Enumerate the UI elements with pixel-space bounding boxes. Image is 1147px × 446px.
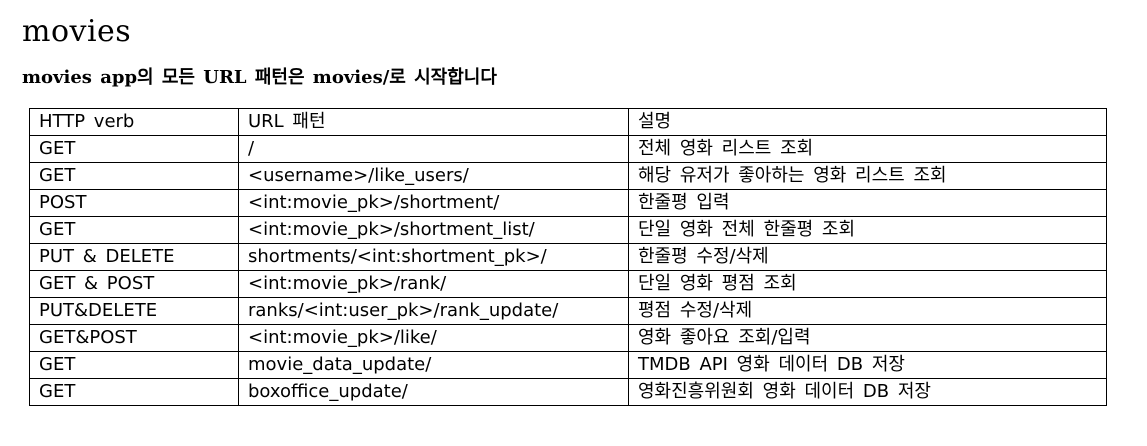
url-pattern-cell: shortments/<int:shortment_pk>/ xyxy=(238,243,629,271)
url-pattern-table: HTTP verb URL 패턴 설명 GET / 전체 영화 리스트 조회 GET <… xyxy=(29,108,1107,406)
url-pattern-cell: / xyxy=(238,135,629,163)
http-verb-cell: GET xyxy=(29,378,239,406)
description-cell: 단일 영화 평점 조회 xyxy=(628,270,1107,298)
description-cell: 영화진흥위원회 영화 데이터 DB 저장 xyxy=(628,378,1107,406)
table-row: GET movie_data_update/TMDB API 영화 데이터 DB … xyxy=(29,351,1107,379)
http-verb-cell: GET xyxy=(29,135,239,163)
table-row: PUT&DELETE ranks/<int:user_pk>/rank_updat… xyxy=(29,297,1107,325)
description-cell: 단일 영화 전체 한줄평 조회 xyxy=(628,216,1107,244)
description-cell: 해당 유저가 좋아하는 영화 리스트 조회 xyxy=(628,162,1107,190)
url-pattern-cell: <username>/like_users/ xyxy=(238,162,629,190)
table-row: GET&POST <int:movie_pk>/like/영화 좋아요 조회/입력 xyxy=(29,324,1107,352)
description-cell: 전체 영화 리스트 조회 xyxy=(628,135,1107,163)
url-pattern-cell: <int:movie_pk>/shortment_list/ xyxy=(238,216,629,244)
http-verb-cell: PUT & DELETE xyxy=(29,243,239,271)
header-description: 설명 xyxy=(628,108,1107,136)
table-row: PUT & DELETE shortments/<int:shortment_pk… xyxy=(29,243,1107,271)
http-verb-cell: GET xyxy=(29,216,239,244)
url-pattern-cell: boxoffice_update/ xyxy=(238,378,629,406)
http-verb-cell: GET xyxy=(29,351,239,379)
table-row: GET <int:movie_pk>/shortment_list/단일 영화 전… xyxy=(29,216,1107,244)
url-pattern-cell: <int:movie_pk>/shortment/ xyxy=(238,189,629,217)
http-verb-cell: POST xyxy=(29,189,239,217)
table-row: GET boxoffice_update/영화진흥위원회 영화 데이터 DB 저장 xyxy=(29,378,1107,406)
table-row: GET & POST <int:movie_pk>/rank/단일 영화 평점 조… xyxy=(29,270,1107,298)
header-http-verb: HTTP verb xyxy=(29,108,239,136)
http-verb-cell: GET xyxy=(29,162,239,190)
description-cell: TMDB API 영화 데이터 DB 저장 xyxy=(628,351,1107,379)
table-body: HTTP verb URL 패턴 설명 GET / 전체 영화 리스트 조회 GET <… xyxy=(29,108,1107,406)
table-row: GET <username>/like_users/해당 유저가 좋아하는 영화 … xyxy=(29,162,1107,190)
page-subtitle: movies app의 모든 URL 패턴은 movies/로 시작합니다 xyxy=(22,67,497,88)
table-header-row: HTTP verb URL 패턴 설명 xyxy=(29,108,1107,136)
description-cell: 영화 좋아요 조회/입력 xyxy=(628,324,1107,352)
description-cell: 평점 수정/삭제 xyxy=(628,297,1107,325)
http-verb-cell: PUT&DELETE xyxy=(29,297,239,325)
url-pattern-cell: movie_data_update/ xyxy=(238,351,629,379)
http-verb-cell: GET&POST xyxy=(29,324,239,352)
url-pattern-cell: <int:movie_pk>/like/ xyxy=(238,324,629,352)
url-pattern-cell: ranks/<int:user_pk>/rank_update/ xyxy=(238,297,629,325)
table-row: GET / 전체 영화 리스트 조회 xyxy=(29,135,1107,163)
header-url-pattern: URL 패턴 xyxy=(238,108,629,136)
description-cell: 한줄평 수정/삭제 xyxy=(628,243,1107,271)
url-pattern-cell: <int:movie_pk>/rank/ xyxy=(238,270,629,298)
table-row: POST <int:movie_pk>/shortment/한줄평 입력 xyxy=(29,189,1107,217)
description-cell: 한줄평 입력 xyxy=(628,189,1107,217)
page-title: movies xyxy=(22,14,132,49)
http-verb-cell: GET & POST xyxy=(29,270,239,298)
